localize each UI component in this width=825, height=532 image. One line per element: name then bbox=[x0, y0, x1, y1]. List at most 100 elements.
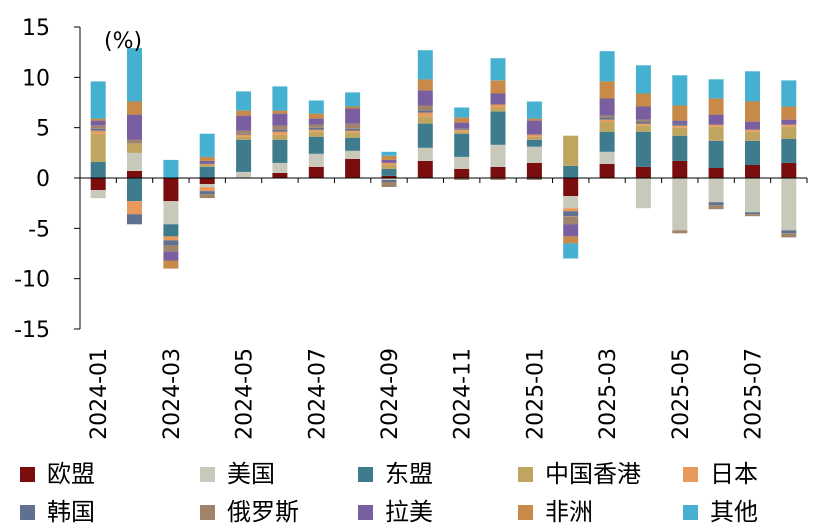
bar-segment-2025-05-7 bbox=[672, 120, 688, 124]
bar-segment-2024-09-3 bbox=[381, 164, 397, 169]
bar-segment-2025-04-1 bbox=[635, 178, 651, 209]
legend-label: 中国香港 bbox=[545, 460, 641, 488]
bar-segment-2024-12-9 bbox=[490, 58, 506, 81]
legend-swatch bbox=[358, 466, 373, 482]
bar-segment-2025-01-7 bbox=[526, 120, 542, 135]
bar-segment-2024-10-1 bbox=[417, 147, 433, 161]
bar-segment-2024-03-6 bbox=[163, 245, 179, 252]
bar-segment-2024-08-1 bbox=[345, 150, 361, 159]
bar-segment-2024-01-7 bbox=[90, 120, 106, 126]
bar-segment-2024-01-2 bbox=[90, 161, 106, 178]
bar-segment-2024-10-9 bbox=[417, 50, 433, 80]
bar-segment-2024-03-2 bbox=[163, 224, 179, 237]
bar-segment-2024-06-3 bbox=[272, 134, 288, 140]
legend-item: 非洲 bbox=[518, 500, 683, 524]
bar-segment-2024-06-6 bbox=[272, 125, 288, 130]
bar-segment-2025-06-3 bbox=[708, 126, 724, 141]
bar-segment-2025-08-3 bbox=[781, 126, 797, 139]
bar-segment-2024-03-8 bbox=[163, 260, 179, 269]
bar-segment-2024-04-0 bbox=[199, 178, 215, 184]
bar-segment-2024-11-9 bbox=[454, 107, 470, 118]
bar-segment-2025-05-0 bbox=[672, 160, 688, 178]
bar-segment-2025-03-1 bbox=[599, 151, 615, 164]
bar-segment-2025-05-1 bbox=[672, 178, 688, 231]
bar-segment-2025-07-5 bbox=[745, 212, 760, 215]
bar-segment-2024-09-6 bbox=[381, 182, 397, 187]
bar-segment-2025-04-5 bbox=[635, 121, 651, 124]
bar-segment-2024-09-9 bbox=[381, 151, 397, 156]
legend-item: 其他 bbox=[683, 500, 813, 524]
bar-segment-2025-01-8 bbox=[526, 118, 542, 121]
bar-segment-2024-01-4 bbox=[90, 130, 106, 134]
bar-segment-2024-08-5 bbox=[345, 128, 361, 131]
bar-segment-2024-11-1 bbox=[454, 156, 470, 169]
x-tick-label: 2024-03 bbox=[160, 348, 185, 440]
bar-segment-2025-06-7 bbox=[708, 114, 724, 125]
bar-segment-2024-06-7 bbox=[272, 113, 288, 126]
bar-segment-2024-03-5 bbox=[163, 240, 179, 246]
bar-segment-2024-02-4 bbox=[127, 201, 142, 215]
bar-segment-2024-08-8 bbox=[345, 106, 361, 109]
legend-label: 俄罗斯 bbox=[227, 498, 299, 526]
bar-segment-2024-12-5 bbox=[490, 103, 506, 105]
bar-segment-2024-07-7 bbox=[308, 118, 324, 125]
bar-segment-2025-07-7 bbox=[745, 121, 760, 130]
legend-label: 日本 bbox=[710, 460, 758, 488]
bar-segment-2025-04-9 bbox=[635, 65, 651, 94]
bar-segment-2024-02-2 bbox=[127, 178, 142, 202]
bar-segment-2025-03-5 bbox=[599, 117, 615, 120]
bar-segment-2024-02-3 bbox=[127, 143, 142, 153]
bar-segment-2024-03-4 bbox=[163, 236, 179, 241]
bar-segment-2024-08-4 bbox=[345, 130, 361, 133]
bar-segment-2025-05-6 bbox=[672, 230, 688, 234]
legend-swatch bbox=[683, 504, 698, 520]
legend-item: 韩国 bbox=[20, 500, 200, 524]
bar-segment-2024-07-2 bbox=[308, 136, 324, 154]
bar-segment-2024-07-1 bbox=[308, 153, 324, 167]
bar-segment-2024-04-6 bbox=[199, 194, 215, 199]
bar-segment-2024-10-2 bbox=[417, 123, 433, 148]
bar-segment-2024-05-5 bbox=[236, 133, 252, 135]
bar-segment-2025-06-8 bbox=[708, 98, 724, 115]
bar-segment-2024-04-2 bbox=[199, 166, 215, 178]
bar-segment-2025-03-4 bbox=[599, 119, 615, 122]
bar-segment-2024-06-1 bbox=[272, 162, 288, 173]
bar-segment-2024-02-9 bbox=[127, 48, 142, 102]
x-tick-label: 2025-07 bbox=[742, 348, 767, 440]
bar-segment-2024-09-4 bbox=[381, 162, 397, 165]
legend-label: 非洲 bbox=[545, 498, 593, 526]
bar-segment-2024-01-3 bbox=[90, 133, 106, 162]
bar-segment-2025-07-6 bbox=[745, 214, 760, 217]
bar-segment-2025-01-4 bbox=[526, 134, 542, 137]
bar-segment-2024-04-1 bbox=[199, 184, 215, 187]
bar-segment-2024-12-3 bbox=[490, 107, 506, 112]
bar-segment-2025-02-2 bbox=[563, 165, 579, 178]
x-tick-label: 2024-11 bbox=[451, 348, 476, 440]
bar-segment-2024-01-6 bbox=[90, 125, 106, 129]
bar-segment-2025-03-0 bbox=[599, 163, 615, 178]
bar-segment-2024-06-4 bbox=[272, 131, 288, 135]
bar-segment-2024-06-8 bbox=[272, 110, 288, 114]
bar-segment-2025-06-1 bbox=[708, 178, 724, 203]
bar-segment-2025-08-7 bbox=[781, 119, 797, 125]
bar-segment-2024-03-7 bbox=[163, 251, 179, 261]
bar-segment-2025-08-0 bbox=[781, 162, 797, 178]
legend-row-2: 韩国 俄罗斯 拉美 非洲 其他 bbox=[20, 493, 820, 531]
bar-segment-2024-11-3 bbox=[454, 131, 470, 134]
legend-item: 俄罗斯 bbox=[200, 500, 358, 524]
bar-segment-2025-02-7 bbox=[563, 224, 579, 237]
bar-segment-2025-05-8 bbox=[672, 105, 688, 121]
bar-segment-2025-05-5 bbox=[672, 123, 688, 126]
bar-segment-2024-02-7 bbox=[127, 114, 142, 140]
bar-segment-2024-12-4 bbox=[490, 104, 506, 108]
legend-swatch bbox=[358, 504, 373, 520]
bar-segment-2025-03-7 bbox=[599, 98, 615, 116]
bar-segment-2024-09-2 bbox=[381, 168, 397, 176]
bar-segment-2025-07-9 bbox=[745, 71, 760, 102]
legend-label: 美国 bbox=[227, 460, 275, 488]
bar-segment-2024-04-4 bbox=[199, 187, 215, 192]
bar-segment-2025-08-4 bbox=[781, 124, 797, 127]
bar-segment-2024-06-2 bbox=[272, 139, 288, 163]
bar-segment-2024-05-8 bbox=[236, 110, 252, 116]
bar-segment-2025-04-7 bbox=[635, 106, 651, 120]
